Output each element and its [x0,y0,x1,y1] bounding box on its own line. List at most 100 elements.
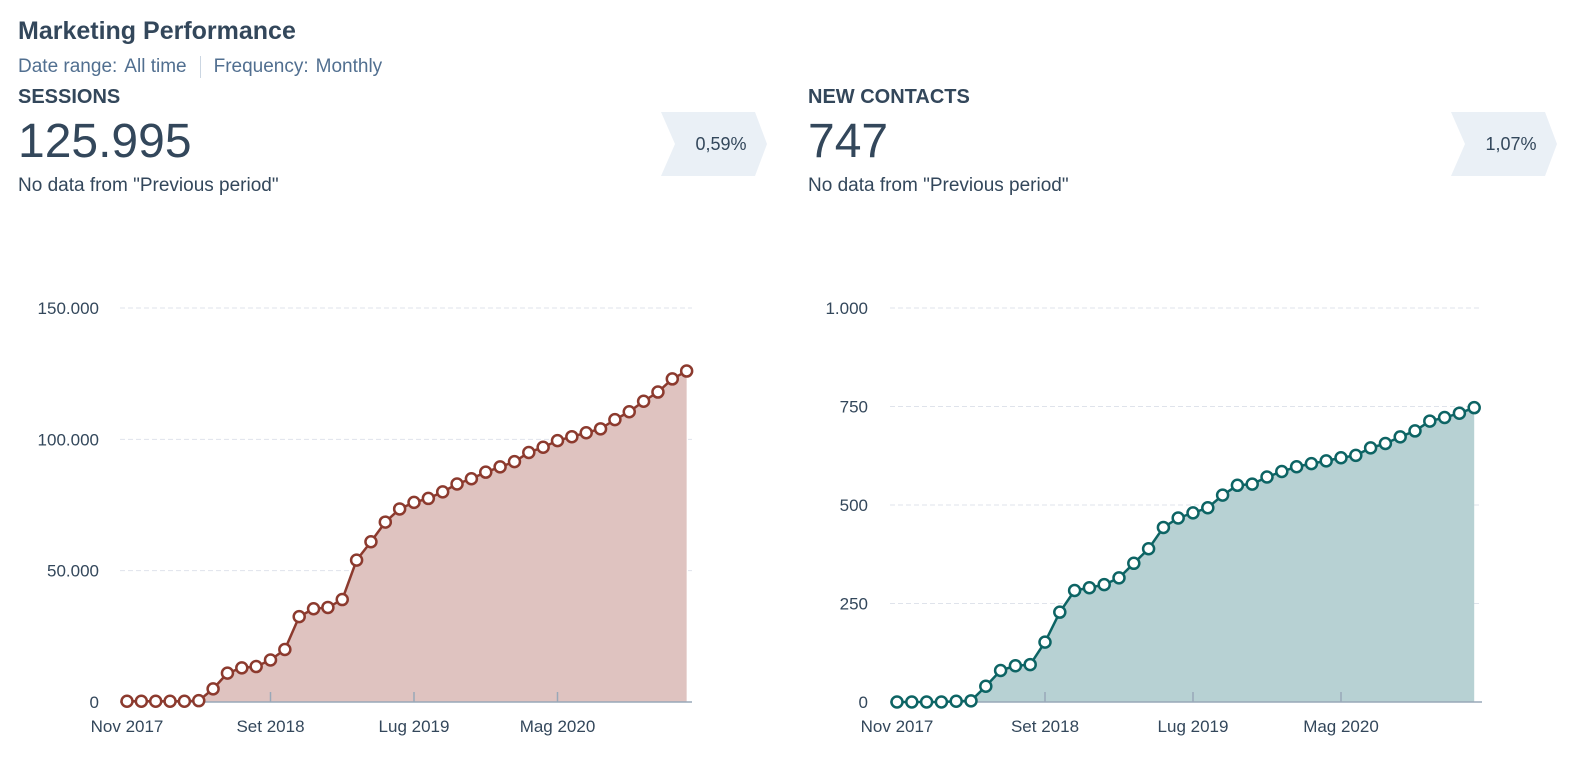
contacts-y-tick-label: 0 [859,693,868,712]
contacts-x-tick-label: Set 2018 [1011,717,1079,736]
sessions-x-tick-label: Nov 2017 [91,717,164,736]
sessions-data-point [608,412,622,427]
sessions-data-point [278,642,292,657]
sessions-data-point [464,471,479,486]
sessions-data-point [349,553,364,567]
contacts-value: 747 [808,115,889,168]
sessions-area [127,371,687,702]
sessions-data-point [220,666,235,680]
contacts-data-point [1230,478,1245,493]
sessions-x-tick-label: Mag 2020 [520,717,596,736]
sessions-data-point [335,592,349,607]
contacts-line [897,406,1475,704]
sessions-data-point [622,405,636,419]
sessions-data-point [407,495,421,510]
contacts-data-point [1334,450,1348,465]
sessions-kpi: SESSIONS 125.995 No data from "Previous … [18,86,798,206]
filter-divider [199,56,201,78]
sessions-y-tick-label: 100.000 [38,430,99,449]
sessions-data-point [364,535,378,549]
sessions-comparison-note: No data from "Previous period" [18,175,279,196]
contacts-data-point [1393,430,1407,444]
sessions-data-point [292,609,306,624]
contacts-data-point [1067,583,1082,598]
sessions-data-point [665,372,680,386]
sessions-data-point [593,422,608,436]
contacts-data-point [1082,580,1097,595]
contacts-x-tick-label: Lug 2019 [1158,717,1229,736]
sessions-line [127,369,688,703]
sessions-value: 125.995 [18,115,192,168]
sessions-data-point [392,502,407,516]
contacts-chart: 0 250 500 750 1.000 Nov 2017 Set 2018 Lug 2019 M… [790,290,1510,765]
contacts-data-point [1304,456,1319,471]
contacts-data-point [1423,414,1437,428]
sessions-data-point [651,385,665,399]
sessions-chart: 0 50.000 100.000 150.000 Nov 2017 Set 2018 Lug… [0,290,720,765]
sessions-data-point [235,661,249,675]
contacts-data-point [934,695,949,709]
sessions-data-point [579,426,593,440]
frequency-label: Frequency: [213,56,309,77]
contacts-data-point [1452,406,1467,420]
contacts-x-tick-label: Nov 2017 [861,717,934,736]
sessions-data-point [479,465,493,479]
sessions-data-point [148,694,163,708]
contacts-kpi: NEW CONTACTS 747 No data from "Previous … [808,86,1588,206]
contacts-data-point [919,695,934,709]
sessions-y-tick-label: 50.000 [47,562,99,581]
sessions-data-point [134,694,149,708]
contacts-data-point [1378,436,1393,451]
frequency-value[interactable]: Monthly [315,56,383,77]
contacts-data-point [1319,454,1333,468]
date-range-value[interactable]: All time [124,56,187,77]
contacts-data-point [1112,571,1126,585]
contacts-data-point [1363,441,1378,455]
sessions-data-point [120,694,134,708]
date-range-label: Date range: [18,56,118,77]
contacts-data-point [1349,448,1363,463]
contacts-data-point [1141,541,1156,556]
sessions-data-point [493,460,507,474]
contacts-data-point [1437,410,1452,425]
contacts-data-point [979,679,993,693]
contacts-data-point [1260,470,1274,484]
sessions-label: SESSIONS [18,86,121,108]
sessions-data-point [550,433,565,448]
contacts-data-point [1245,477,1259,491]
sessions-data-point [306,602,321,616]
sessions-data-point [249,659,263,674]
sessions-data-point [435,485,450,499]
contacts-data-point [1201,501,1215,515]
contacts-data-point [1008,659,1023,673]
contacts-y-tick-label: 500 [840,496,868,515]
sessions-change-value: 0,59% [695,134,747,154]
contacts-comparison-note: No data from "Previous period" [808,175,1069,196]
contacts-data-point [1275,464,1289,479]
sessions-data-point [163,694,177,708]
sessions-data-point [206,682,220,696]
contacts-data-point [1023,657,1037,672]
contacts-data-point [1156,520,1171,535]
sessions-chart-svg: 0 50.000 100.000 150.000 Nov 2017 Set 2018 Lug… [38,299,694,736]
sessions-data-point [522,445,536,460]
contacts-data-point [1215,488,1230,502]
sessions-data-point [636,394,651,408]
contacts-data-point [1053,605,1067,619]
sessions-y-tick-label: 150.000 [38,299,99,318]
contacts-y-tick-label: 750 [840,398,868,417]
page-title: Marketing Performance [18,17,296,45]
sessions-data-point [378,515,393,529]
sessions-data-point [177,694,192,708]
sessions-data-point [263,653,278,667]
sessions-x-tick-label: Lug 2019 [379,717,450,736]
contacts-x-tick-label: Mag 2020 [1303,717,1379,736]
sessions-data-point [421,491,436,506]
contacts-data-point [1038,635,1052,649]
contacts-label: NEW CONTACTS [808,86,970,108]
sessions-data-point [450,477,464,491]
contacts-data-point [993,663,1008,678]
sessions-data-point [536,440,550,454]
contacts-area [897,407,1475,702]
contacts-y-tick-label: 250 [840,595,868,614]
